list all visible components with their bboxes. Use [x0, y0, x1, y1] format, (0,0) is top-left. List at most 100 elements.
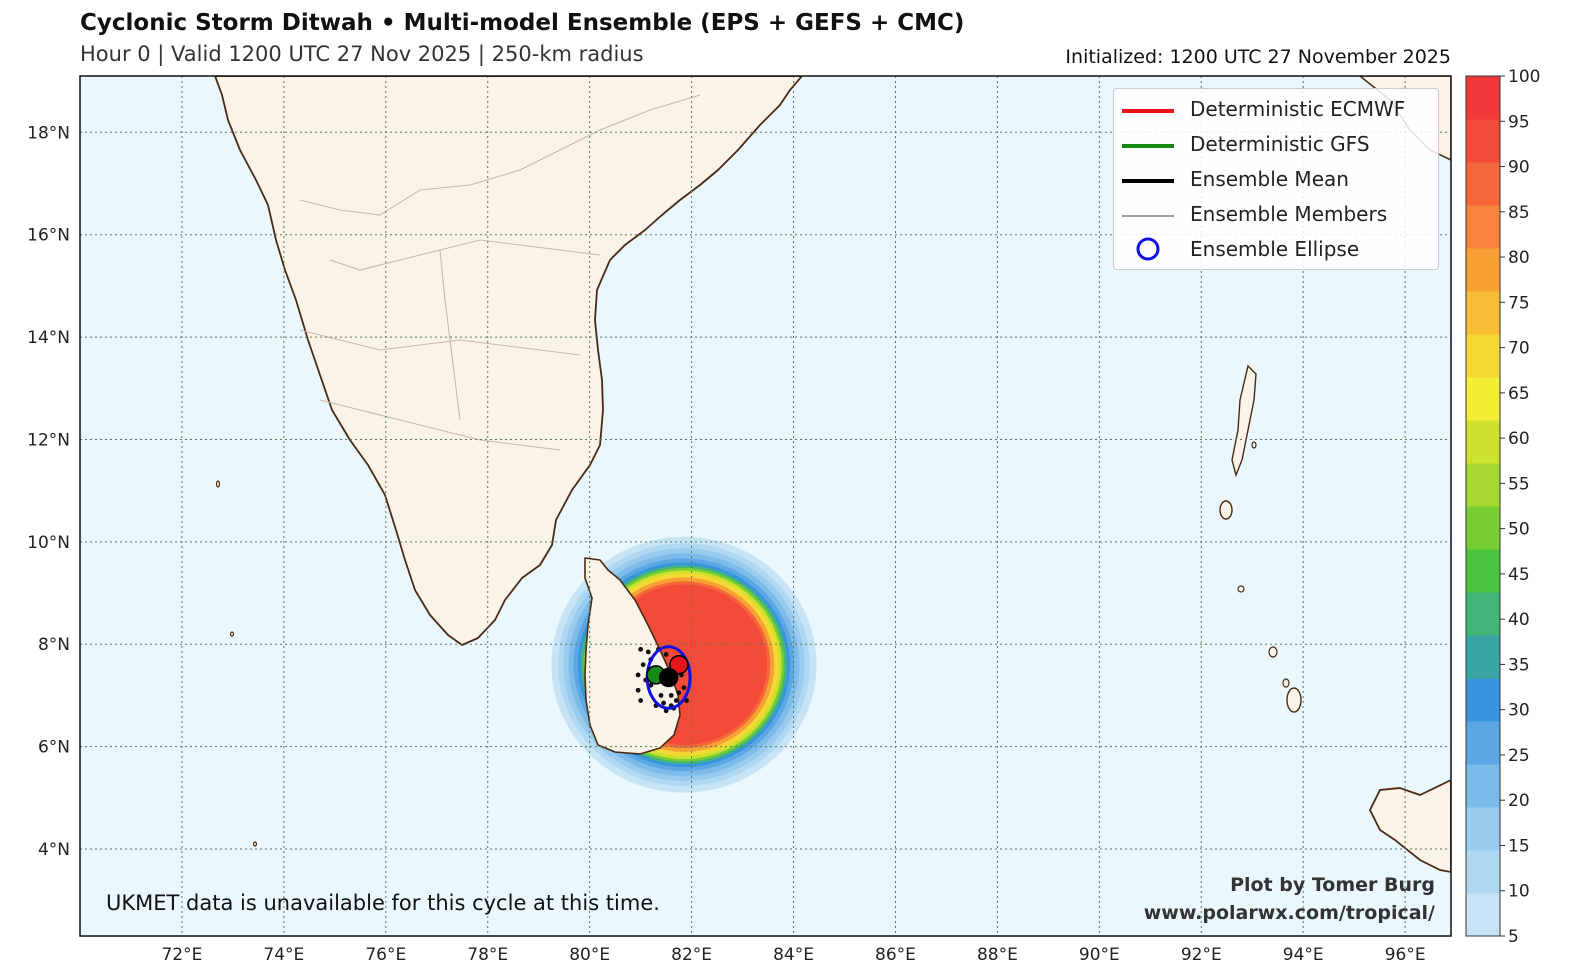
legend-label: Ensemble Members: [1190, 202, 1388, 226]
colorbar-label: 60: [1508, 429, 1530, 449]
colorbar-segment: [1466, 76, 1500, 120]
legend-label: Deterministic GFS: [1190, 132, 1370, 156]
latitude-tick-label: 14°N: [27, 328, 70, 348]
latitude-tick-label: 16°N: [27, 226, 70, 246]
longitude-tick-label: 78°E: [467, 945, 508, 965]
colorbar-label: 95: [1508, 112, 1530, 132]
green-line-icon: [1122, 144, 1174, 148]
colorbar-frame: [1465, 75, 1501, 937]
colorbar-label: 70: [1508, 339, 1530, 359]
colorbar-segment: [1466, 162, 1500, 206]
colorbar-label: 80: [1508, 248, 1530, 268]
colorbar-label: 100: [1508, 67, 1540, 87]
ensemble-member-point: [661, 700, 666, 706]
latitude-tick-label: 18°N: [27, 123, 70, 143]
ensemble-member-point: [658, 693, 664, 698]
colorbar-segment: [1466, 377, 1500, 421]
latitude-tick-label: 12°N: [27, 430, 70, 450]
ensemble-member-point: [681, 685, 687, 691]
colorbar-label: 25: [1508, 746, 1530, 766]
ensemble-member-point: [668, 693, 674, 698]
colorbar-segment: [1466, 850, 1500, 894]
colorbar-segment: [1466, 420, 1500, 464]
legend-label: Ensemble Mean: [1190, 167, 1349, 191]
colorbar-segment: [1466, 635, 1500, 679]
colorbar-segment: [1466, 893, 1500, 937]
latitude-tick-label: 10°N: [27, 533, 70, 553]
colorbar-label: 35: [1508, 655, 1530, 675]
ensemble-member-point: [645, 649, 651, 655]
ensemble-member-point: [663, 652, 669, 657]
ensemble-member-point: [635, 672, 641, 678]
colorbar: 5 10 15 20 25 30 35 40 45 50 55 60 65 70 75 80 85 90 95 100: [1465, 67, 1540, 947]
ukmet-unavailable-note: UKMET data is unavailable for this cycle…: [106, 891, 660, 915]
longitude-tick-label: 74°E: [263, 945, 304, 965]
longitude-tick-label: 86°E: [875, 945, 916, 965]
map-frame: [79, 75, 1452, 937]
andaman-island: [1231, 364, 1257, 478]
ensemble-mean-marker: [658, 667, 679, 688]
colorbar-label: 90: [1508, 158, 1530, 178]
islet: [1237, 585, 1245, 593]
latitude-tick-label: 6°N: [38, 738, 70, 758]
ensemble-member-point: [673, 698, 679, 703]
longitude-tick-label: 84°E: [773, 945, 814, 965]
colorbar-label: 65: [1508, 384, 1530, 404]
colorbar-label: 30: [1508, 701, 1530, 721]
colorbar-label: 40: [1508, 610, 1530, 630]
ensemble-member-point: [638, 646, 644, 652]
ecmwf-position-marker: [669, 654, 689, 675]
little-andaman: [1219, 500, 1233, 520]
state-borders: [299, 94, 701, 451]
islet: [1251, 441, 1257, 449]
credit-url: www.polarwx.com/tropical/: [1143, 902, 1435, 924]
colorbar-segment: [1466, 549, 1500, 593]
colorbar-segment: [1466, 119, 1500, 163]
longitude-tick-label: 96°E: [1385, 945, 1426, 965]
chart-subtitle: Hour 0 | Valid 1200 UTC 27 Nov 2025 | 25…: [80, 42, 644, 66]
colorbar-segment: [1466, 248, 1500, 292]
ensemble-member-point: [676, 690, 682, 696]
great-nicobar: [1286, 687, 1302, 713]
colorbar-segment: [1466, 592, 1500, 636]
longitude-tick-label: 76°E: [365, 945, 406, 965]
legend: Deterministic ECMWF Deterministic GFS En…: [1113, 88, 1439, 270]
india-landmass: [214, 76, 803, 646]
longitude-tick-label: 72°E: [161, 945, 202, 965]
colorbar-segment: [1466, 807, 1500, 851]
black-line-icon: [1122, 179, 1174, 183]
colorbar-label: 5: [1508, 927, 1519, 947]
blue-circle-icon: [1136, 237, 1160, 261]
thin-line-icon: [1122, 215, 1174, 217]
credit-author: Plot by Tomer Burg: [1230, 874, 1435, 896]
storm-markers: [635, 645, 692, 714]
legend-label: Deterministic ECMWF: [1190, 97, 1406, 121]
legend-item-members: Ensemble Members: [1114, 198, 1438, 233]
lakshadweep-islet: [215, 480, 221, 488]
longitude-tick-label: 88°E: [977, 945, 1018, 965]
ensemble-member-point: [638, 698, 644, 703]
longitude-tick-label: 90°E: [1079, 945, 1120, 965]
latitude-tick-label: 4°N: [38, 840, 70, 860]
nicobar-islet: [1268, 646, 1278, 658]
colorbar-segment: [1466, 721, 1500, 765]
legend-item-ellipse: Ensemble Ellipse: [1114, 233, 1438, 268]
colorbar-label: 15: [1508, 836, 1530, 856]
nicobar-islet: [1282, 678, 1290, 688]
lakshadweep-islet: [229, 631, 235, 637]
ensemble-member-point: [640, 662, 646, 668]
ensemble-member-point: [635, 687, 641, 693]
colorbar-label: 75: [1508, 293, 1530, 313]
legend-label: Ensemble Ellipse: [1190, 237, 1360, 261]
legend-item-mean: Ensemble Mean: [1114, 163, 1438, 198]
colorbar-label: 45: [1508, 565, 1530, 585]
longitude-tick-label: 82°E: [671, 945, 712, 965]
colorbar-segment: [1466, 506, 1500, 550]
latitude-tick-label: 8°N: [38, 635, 70, 655]
longitude-tick-label: 94°E: [1283, 945, 1324, 965]
colorbar-segment: [1466, 463, 1500, 507]
colorbar-segment: [1466, 764, 1500, 808]
colorbar-segment: [1466, 291, 1500, 335]
maldives-islet: [252, 841, 258, 847]
legend-item-gfs: Deterministic GFS: [1114, 128, 1438, 163]
